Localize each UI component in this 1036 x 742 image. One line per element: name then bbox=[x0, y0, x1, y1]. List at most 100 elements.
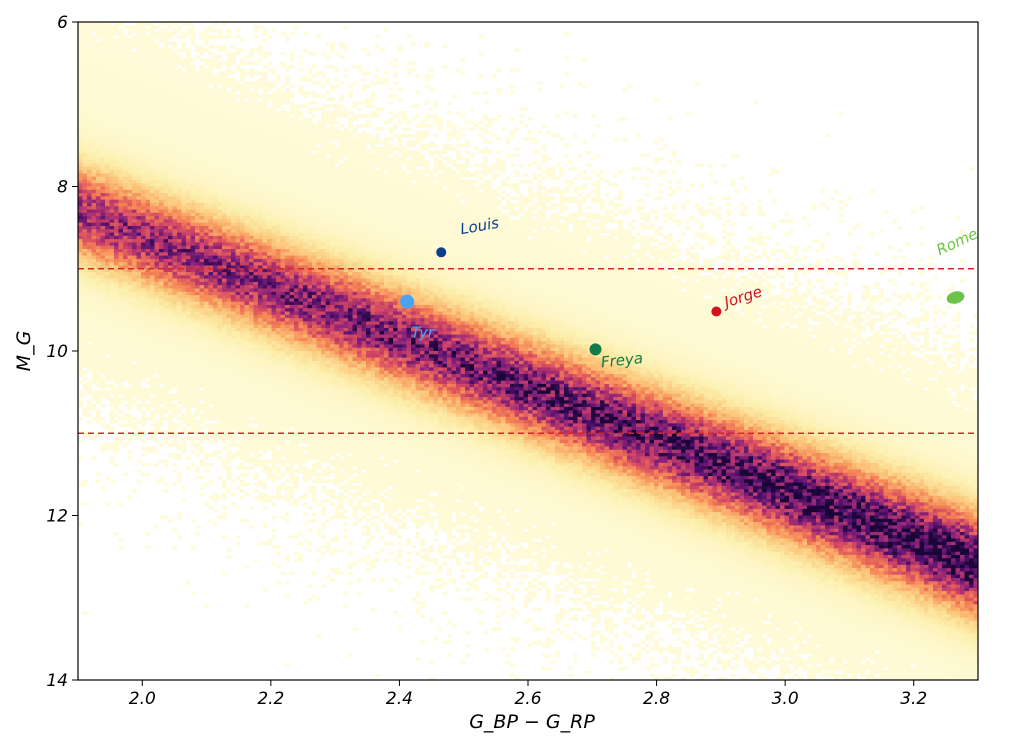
density-cell bbox=[204, 94, 209, 99]
density-cell bbox=[240, 327, 245, 332]
density-cell bbox=[87, 45, 92, 49]
density-cell bbox=[195, 84, 200, 89]
density-cell bbox=[240, 433, 245, 437]
density-cell bbox=[208, 347, 214, 352]
density-cell bbox=[181, 137, 187, 141]
density-cell bbox=[87, 278, 92, 283]
density-cell bbox=[222, 512, 227, 516]
density-cell bbox=[96, 160, 101, 164]
density-cell bbox=[199, 301, 205, 306]
density-cell bbox=[226, 68, 232, 72]
density-cell bbox=[249, 130, 254, 135]
density-cell bbox=[154, 84, 160, 89]
density-cell bbox=[249, 275, 254, 280]
density-cell bbox=[145, 133, 151, 138]
density-cell bbox=[168, 443, 173, 447]
density-cell bbox=[163, 344, 169, 349]
density-cell bbox=[154, 107, 160, 112]
density-cell bbox=[222, 196, 227, 201]
density-cell bbox=[145, 35, 151, 39]
density-cell bbox=[253, 130, 259, 135]
density-cell bbox=[244, 360, 250, 365]
density-cell bbox=[141, 45, 146, 49]
density-cell bbox=[226, 117, 232, 122]
density-cell bbox=[150, 298, 155, 303]
density-cell bbox=[226, 295, 232, 299]
density-cell bbox=[163, 114, 169, 118]
density-cell bbox=[226, 77, 232, 82]
density-cell bbox=[87, 74, 92, 79]
density-cell bbox=[253, 321, 259, 326]
density-cell bbox=[249, 127, 254, 131]
density-cell bbox=[226, 347, 232, 352]
density-cell bbox=[154, 153, 160, 158]
density-cell bbox=[190, 318, 196, 322]
density-cell bbox=[109, 225, 115, 230]
density-cell bbox=[181, 245, 187, 250]
density-cell bbox=[199, 268, 205, 273]
density-cell bbox=[82, 229, 88, 233]
density-cell bbox=[195, 383, 200, 388]
density-cell bbox=[150, 262, 155, 266]
density-cell bbox=[186, 318, 191, 322]
density-cell bbox=[235, 377, 241, 382]
density-cell bbox=[114, 420, 119, 424]
density-cell bbox=[87, 337, 92, 342]
density-cell bbox=[226, 163, 232, 168]
density-cell bbox=[100, 314, 106, 319]
density-cell bbox=[78, 268, 83, 273]
density-cell bbox=[118, 193, 124, 197]
density-cell bbox=[186, 222, 191, 227]
density-cell bbox=[253, 183, 259, 187]
density-cell bbox=[195, 272, 200, 276]
density-cell bbox=[109, 295, 115, 299]
density-cell bbox=[226, 94, 232, 99]
density-cell bbox=[136, 459, 142, 464]
density-cell bbox=[168, 252, 173, 256]
density-cell bbox=[240, 68, 245, 72]
density-cell bbox=[226, 110, 232, 115]
density-cell bbox=[91, 265, 97, 270]
density-cell bbox=[244, 288, 250, 293]
density-cell bbox=[82, 354, 88, 358]
density-cell bbox=[145, 449, 151, 454]
density-cell bbox=[258, 216, 263, 220]
density-cell bbox=[150, 64, 155, 69]
density-cell bbox=[145, 327, 151, 332]
density-cell bbox=[222, 400, 227, 405]
density-cell bbox=[249, 219, 254, 224]
density-cell bbox=[96, 91, 101, 95]
density-cell bbox=[145, 252, 151, 256]
density-cell bbox=[190, 74, 196, 79]
density-cell bbox=[249, 406, 254, 411]
density-cell bbox=[249, 377, 254, 382]
density-cell bbox=[78, 364, 83, 368]
density-cell bbox=[240, 104, 245, 108]
density-cell bbox=[105, 337, 110, 342]
density-cell bbox=[91, 94, 97, 99]
density-cell bbox=[231, 209, 236, 214]
density-cell bbox=[114, 97, 119, 102]
density-cell bbox=[91, 301, 97, 306]
density-cell bbox=[190, 360, 196, 365]
density-cell bbox=[231, 272, 236, 276]
density-cell bbox=[240, 311, 245, 316]
density-cell bbox=[172, 443, 178, 447]
density-cell bbox=[204, 140, 209, 145]
density-cell bbox=[235, 147, 241, 151]
density-cell bbox=[244, 351, 250, 355]
density-cell bbox=[100, 380, 106, 385]
density-cell bbox=[204, 117, 209, 122]
density-cell bbox=[118, 397, 124, 401]
density-cell bbox=[253, 110, 259, 115]
density-cell bbox=[240, 61, 245, 66]
density-cell bbox=[208, 150, 214, 154]
density-cell bbox=[249, 81, 254, 85]
density-cell bbox=[127, 318, 133, 322]
density-cell bbox=[253, 209, 259, 214]
density-cell bbox=[168, 104, 173, 108]
density-cell bbox=[249, 291, 254, 296]
density-cell bbox=[244, 147, 250, 151]
density-cell bbox=[118, 140, 124, 145]
density-cell bbox=[249, 186, 254, 191]
